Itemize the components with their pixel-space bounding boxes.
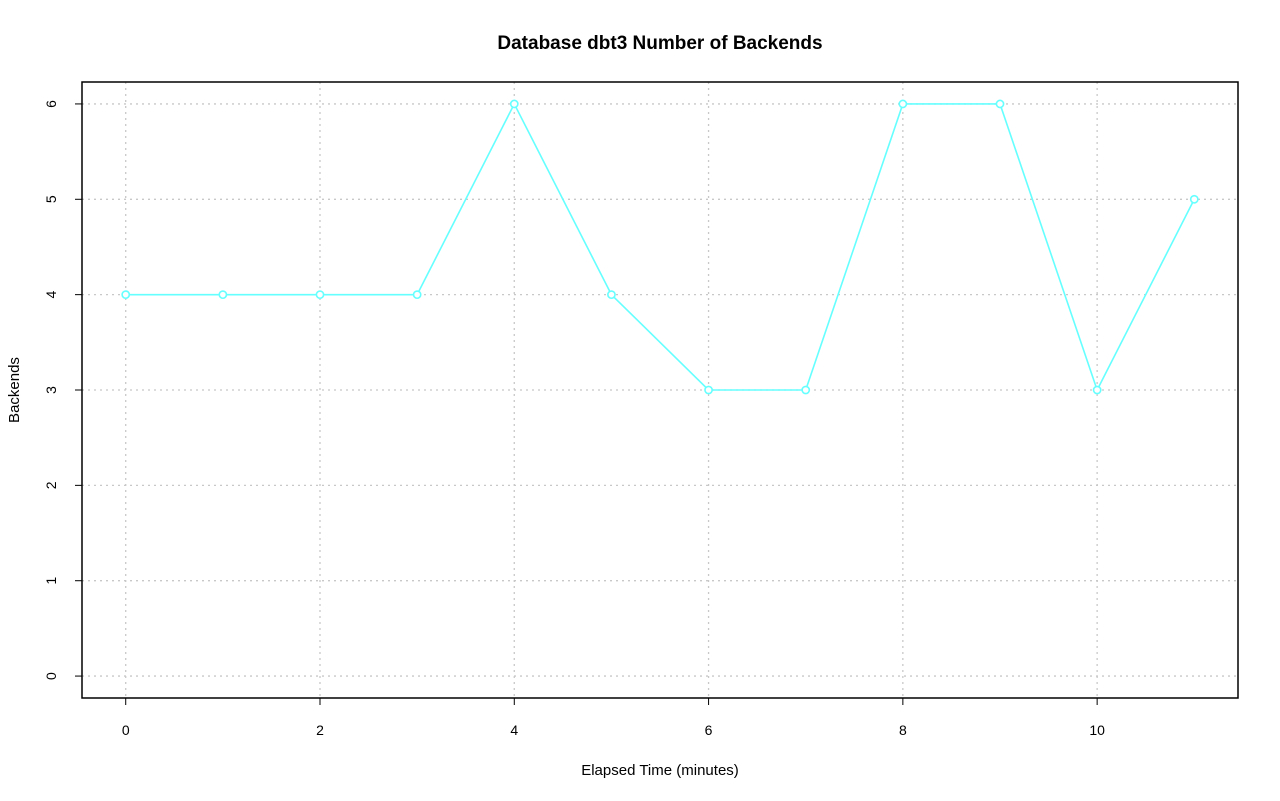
y-tick-label: 2 (43, 481, 59, 489)
x-tick-label: 8 (899, 722, 907, 738)
data-point (509, 99, 519, 109)
data-point (1189, 194, 1199, 204)
x-tick-label: 10 (1089, 722, 1105, 738)
y-tick-label: 6 (43, 100, 59, 108)
series-line (125, 103, 1195, 391)
x-axis-label: Elapsed Time (minutes) (581, 762, 739, 779)
y-tick-label: 3 (43, 386, 59, 394)
x-tick-label: 2 (316, 722, 324, 738)
data-point (1092, 385, 1102, 395)
y-axis: 0 1 2 3 4 5 6 (43, 100, 82, 680)
x-tick-label: 4 (510, 722, 518, 738)
y-tick-label: 4 (43, 291, 59, 299)
series-layer (121, 99, 1199, 395)
plot-frame (81, 81, 1239, 699)
data-point (607, 290, 616, 300)
y-axis-label: Backends (6, 357, 23, 423)
data-point (801, 385, 811, 395)
y-tick-label: 5 (43, 195, 59, 203)
x-axis: 0 2 4 6 8 10 (122, 698, 1105, 738)
y-tick-label: 1 (43, 577, 59, 585)
grid-layer (82, 82, 1238, 698)
chart-title: Database dbt3 Number of Backends (497, 33, 822, 54)
data-point (704, 385, 713, 395)
data-point (412, 290, 422, 300)
x-tick-label: 6 (705, 722, 713, 738)
data-point (995, 99, 1005, 109)
data-point (898, 99, 908, 109)
data-point (315, 290, 325, 300)
data-point (121, 290, 131, 300)
data-point (218, 290, 228, 300)
y-tick-label: 0 (43, 672, 59, 680)
x-tick-label: 0 (122, 722, 130, 738)
